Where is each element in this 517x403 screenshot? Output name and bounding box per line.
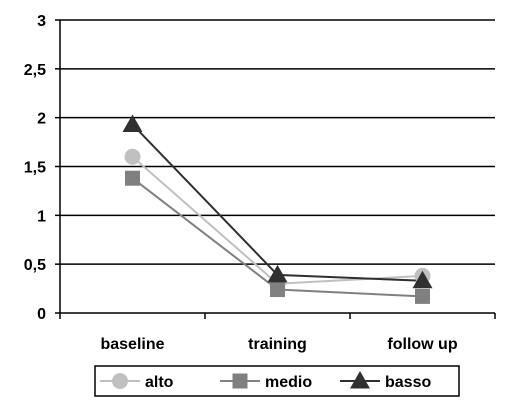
legend: alto medio basso [94,365,460,397]
gridlines [60,19,495,265]
x-tick-label: baseline [100,336,164,353]
y-tick-label: 0 [37,306,46,323]
legend-box [94,365,460,397]
y-tick-label: 2,5 [24,62,46,79]
x-tick-label: training [248,336,307,353]
data-point-medio [125,170,140,186]
x-tick-label: follow up [387,336,457,353]
x-axis-ticks: baseline training follow up [59,313,496,353]
data-point-basso [122,114,143,133]
y-tick-label: 2 [37,111,46,128]
legend-marker-basso [350,371,370,389]
data-point-medio [415,288,430,304]
legend-marker-medio [232,373,248,389]
data-point-basso [412,270,433,289]
y-tick-label: 1,5 [24,160,46,177]
data-point-alto [124,148,141,165]
y-tick-label: 3 [37,13,46,30]
y-tick-label: 0,5 [24,257,46,274]
y-tick-label: 1 [37,208,46,225]
series-line-basso [131,123,423,282]
legend-label-alto: alto [145,374,174,391]
legend-label-basso: basso [385,374,431,391]
data-point-medio [270,282,285,298]
legend-label-medio: medio [265,374,312,391]
data-point-basso [267,264,288,283]
y-axis-ticks: 0 0,5 1 1,5 2 2,5 3 [24,13,60,323]
legend-marker-alto [112,373,128,389]
series-group [122,114,433,304]
